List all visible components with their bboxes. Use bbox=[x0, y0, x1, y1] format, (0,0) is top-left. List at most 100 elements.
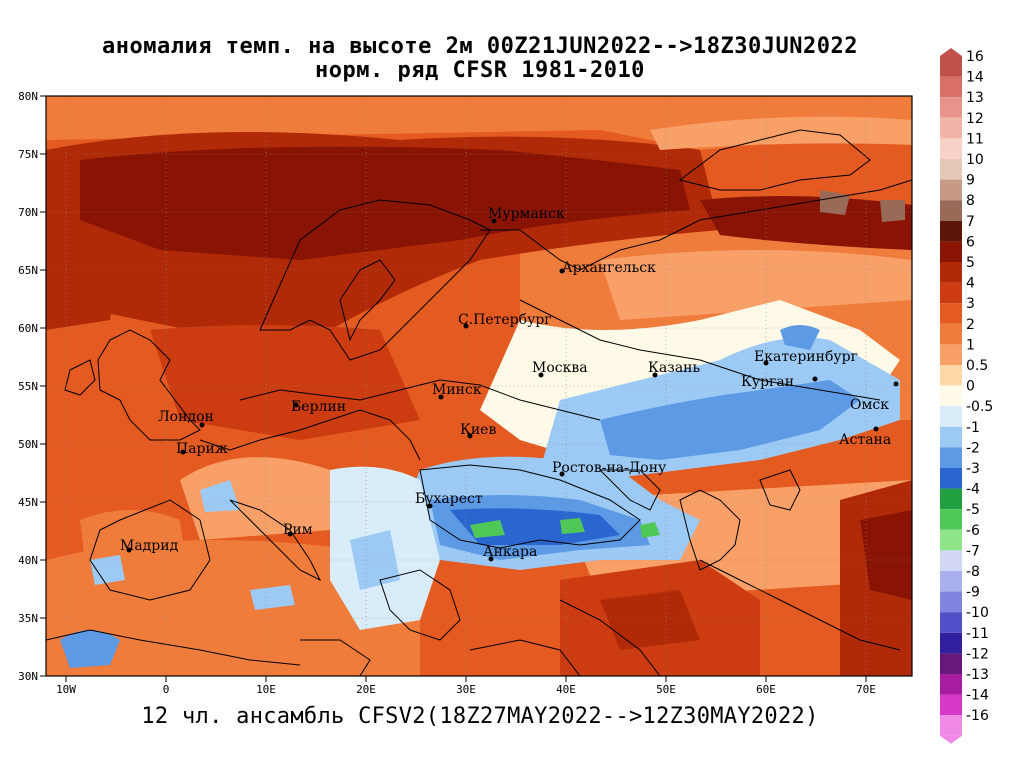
city-label-bucharest: Бухарест bbox=[415, 491, 483, 507]
colorbar-label: -1 bbox=[966, 420, 980, 436]
colorbar-label: 2 bbox=[966, 317, 975, 333]
lat-label: 60N bbox=[18, 322, 38, 335]
lon-label: 40E bbox=[556, 683, 576, 696]
city-label-astana: Астана bbox=[839, 432, 891, 448]
lon-axis: 10W 0 10E 20E 30E 40E 50E 60E 70E bbox=[56, 683, 876, 696]
colorbar-label: 1 bbox=[966, 337, 975, 353]
colorbar-label: 11 bbox=[966, 131, 984, 147]
colorbar-label: -16 bbox=[966, 708, 989, 724]
lon-label: 10E bbox=[256, 683, 276, 696]
city-dot bbox=[199, 422, 205, 428]
map-subtitle: норм. ряд CFSR 1981-2010 bbox=[315, 58, 645, 83]
lat-label: 75N bbox=[18, 148, 38, 161]
colorbar-swatch bbox=[940, 56, 962, 77]
city-label-kiev: Киев bbox=[460, 422, 496, 438]
colorbar-label: 6 bbox=[966, 234, 975, 250]
lat-label: 70N bbox=[18, 206, 38, 219]
colorbar-label: 13 bbox=[966, 90, 984, 106]
colorbar-swatch bbox=[940, 468, 962, 489]
lat-axis: 80N 75N 70N 65N 60N 55N 50N 45N 40N 35N … bbox=[18, 90, 38, 683]
city-label-minsk: Минск bbox=[432, 382, 482, 398]
city-dot bbox=[287, 531, 293, 537]
colorbar-label: 10 bbox=[966, 152, 984, 168]
colorbar-swatch bbox=[940, 385, 962, 407]
colorbar-swatch bbox=[940, 323, 962, 345]
city-dot bbox=[652, 372, 658, 378]
lat-label: 65N bbox=[18, 264, 38, 277]
city-label-yekaterinburg: Екатеринбург bbox=[754, 349, 858, 365]
city-label-kurgan: Курган bbox=[741, 374, 794, 390]
colorbar-label: -2 bbox=[966, 440, 980, 456]
colorbar-label: -7 bbox=[966, 543, 980, 559]
lon-label: 10W bbox=[56, 683, 76, 696]
city-markers: Мурманск Архангельск С.Петербург Москва … bbox=[120, 206, 899, 562]
colorbar-swatch bbox=[940, 550, 962, 571]
lat-label: 40N bbox=[18, 554, 38, 567]
colorbar-label: -5 bbox=[966, 502, 980, 518]
map-title: аномалия темп. на высоте 2м 00Z21JUN2022… bbox=[102, 34, 858, 59]
city-dot bbox=[463, 323, 469, 329]
lat-label: 35N bbox=[18, 612, 38, 625]
colorbar-swatch bbox=[940, 509, 962, 530]
city-dot bbox=[427, 503, 433, 509]
city-label-berlin: Берлин bbox=[291, 399, 346, 415]
colorbar-swatch bbox=[940, 241, 962, 262]
lon-label: 30E bbox=[456, 683, 476, 696]
colorbar-swatch bbox=[940, 406, 962, 427]
ensemble-footer: 12 чл. ансамбль CFSV2(18Z27MAY2022-->12Z… bbox=[141, 704, 819, 729]
city-dot bbox=[293, 402, 299, 408]
colorbar-label: -11 bbox=[966, 626, 989, 642]
colorbar-label: -13 bbox=[966, 667, 989, 683]
city-dot bbox=[488, 556, 494, 562]
coastlines bbox=[46, 129, 912, 676]
city-label-omsk: Омск bbox=[850, 397, 889, 413]
colorbar-label: -0.5 bbox=[966, 399, 993, 415]
colorbar-label: -14 bbox=[966, 688, 989, 704]
colorbar-swatch bbox=[940, 653, 962, 674]
city-dot bbox=[126, 547, 132, 553]
colorbar-swatch bbox=[940, 694, 962, 716]
colorbar-label: -10 bbox=[966, 605, 989, 621]
colorbar-swatch bbox=[940, 632, 962, 654]
colorbar-swatch bbox=[940, 715, 962, 736]
colorbar-swatch bbox=[940, 220, 962, 242]
city-label-kazan: Казань bbox=[648, 360, 700, 376]
colorbar-swatch bbox=[940, 282, 962, 304]
city-dot bbox=[763, 360, 769, 366]
colorbar-label: -8 bbox=[966, 564, 980, 580]
colorbar-swatch bbox=[940, 344, 962, 365]
colorbar-swatch bbox=[940, 200, 962, 221]
colorbar-swatch bbox=[940, 529, 962, 551]
graticule bbox=[46, 96, 912, 676]
colorbar-swatch bbox=[940, 159, 962, 180]
colorbar: 16 14 13 12 11 10 9 8 7 6 5 4 3 2 1 0.5 0 -0.5 -1 -2 -3 -4 -5 -… bbox=[940, 48, 993, 744]
city-dot bbox=[438, 394, 444, 400]
lat-label: 80N bbox=[18, 90, 38, 103]
colorbar-swatch bbox=[940, 76, 962, 98]
colorbar-label: 0.5 bbox=[966, 358, 988, 374]
colorbar-label: 12 bbox=[966, 111, 984, 127]
colorbar-label: 5 bbox=[966, 255, 975, 271]
lon-label: 0 bbox=[163, 683, 170, 696]
city-label-st-petersburg: С.Петербург bbox=[458, 312, 552, 328]
city-dot bbox=[559, 471, 565, 477]
colorbar-label: 3 bbox=[966, 296, 975, 312]
colorbar-label: -12 bbox=[966, 646, 989, 662]
colorbar-swatch bbox=[940, 262, 962, 283]
lon-label: 50E bbox=[656, 683, 676, 696]
colorbar-arrow-top bbox=[940, 48, 962, 56]
colorbar-label: 0 bbox=[966, 379, 975, 395]
colorbar-swatch bbox=[940, 117, 962, 139]
lat-label: 30N bbox=[18, 670, 38, 683]
city-dot bbox=[893, 381, 899, 387]
colorbar-label: 14 bbox=[966, 70, 984, 86]
colorbar-label: 8 bbox=[966, 193, 975, 209]
lat-label: 50N bbox=[18, 438, 38, 451]
colorbar-swatch bbox=[940, 488, 962, 510]
colorbar-label: 7 bbox=[966, 214, 975, 230]
colorbar-swatch bbox=[940, 447, 962, 468]
colorbar-swatch bbox=[940, 591, 962, 613]
colorbar-swatch bbox=[940, 179, 962, 201]
city-dot bbox=[538, 372, 544, 378]
